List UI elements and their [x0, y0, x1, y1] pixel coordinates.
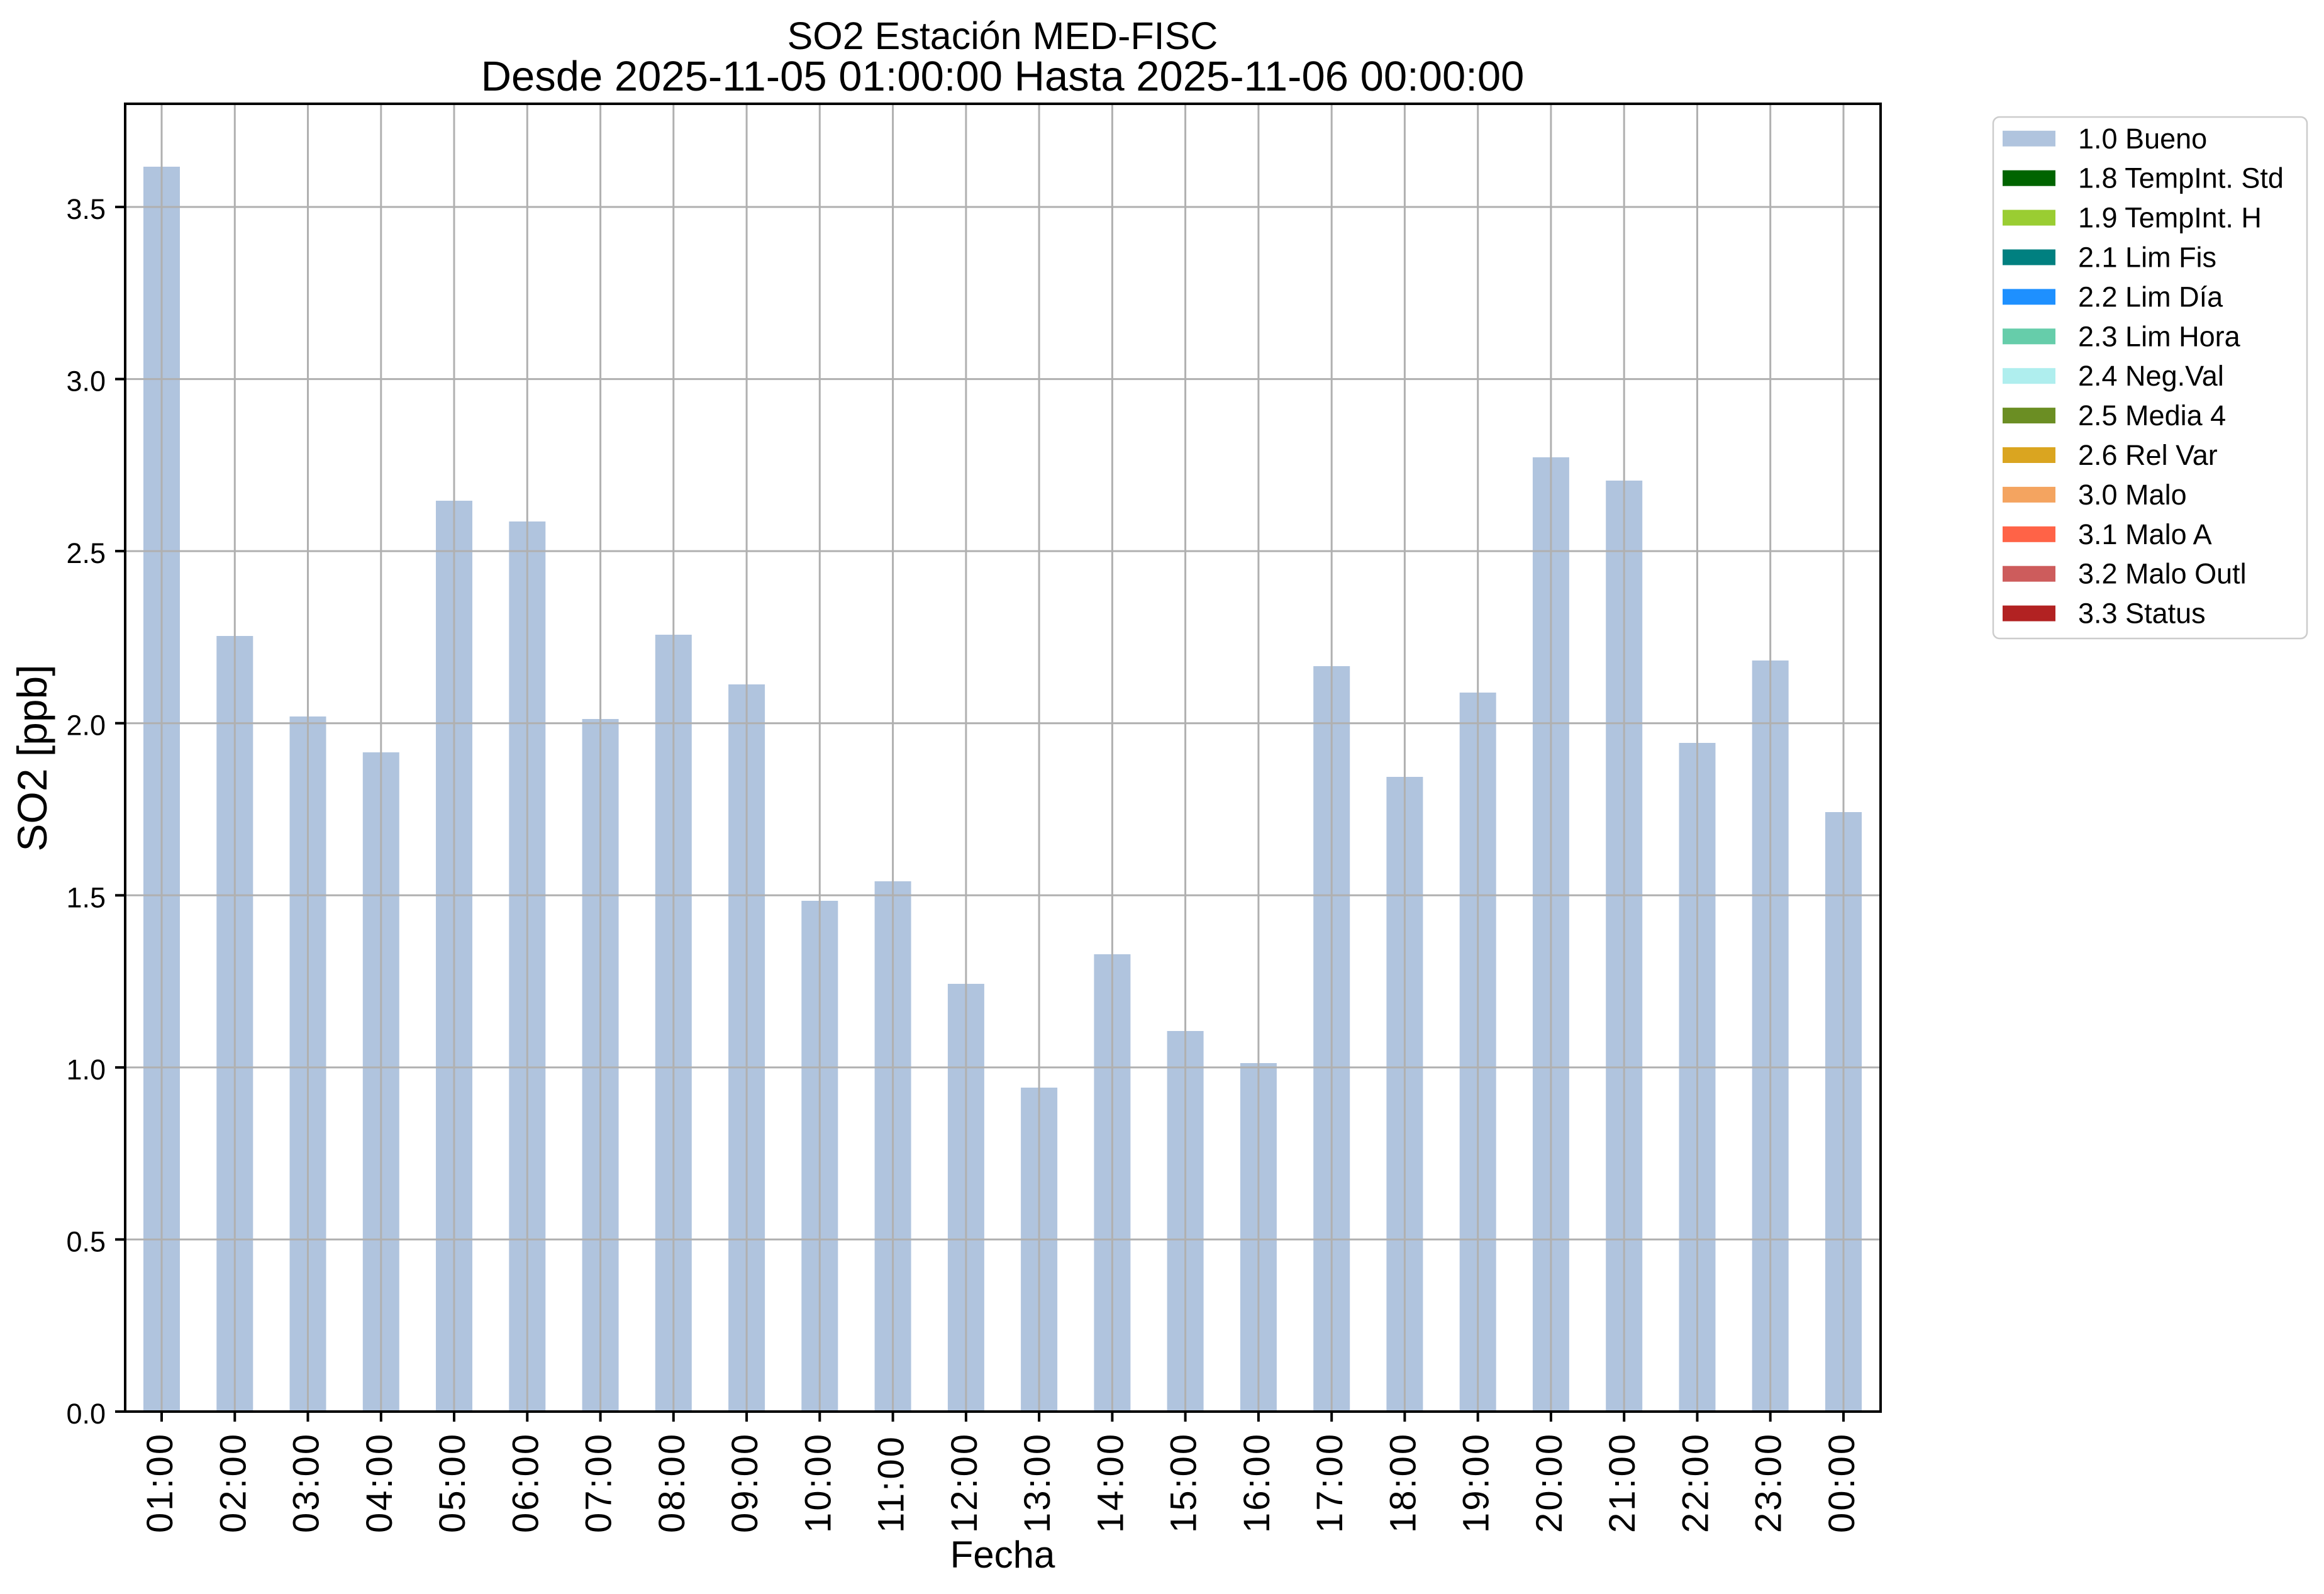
svg-text:1.5: 1.5 — [66, 881, 106, 913]
svg-text:12:00: 12:00 — [944, 1432, 985, 1533]
svg-text:22:00: 22:00 — [1676, 1432, 1716, 1533]
svg-text:2.5: 2.5 — [66, 537, 106, 569]
svg-text:02:00: 02:00 — [213, 1432, 253, 1533]
svg-text:20:00: 20:00 — [1529, 1432, 1570, 1533]
svg-text:3.2 Malo Outl: 3.2 Malo Outl — [2078, 558, 2247, 590]
svg-text:06:00: 06:00 — [505, 1432, 546, 1533]
svg-text:2.1 Lim Fis: 2.1 Lim Fis — [2078, 242, 2216, 274]
svg-text:1.9 TempInt. H: 1.9 TempInt. H — [2078, 202, 2262, 234]
svg-text:21:00: 21:00 — [1602, 1432, 1643, 1533]
svg-text:SO2 [ppb]: SO2 [ppb] — [9, 664, 55, 851]
svg-text:2.3 Lim Hora: 2.3 Lim Hora — [2078, 320, 2241, 352]
svg-text:1.0: 1.0 — [66, 1054, 106, 1086]
svg-text:3.5: 3.5 — [66, 193, 106, 225]
svg-text:2.6 Rel Var: 2.6 Rel Var — [2078, 439, 2218, 471]
svg-text:2.2 Lim Día: 2.2 Lim Día — [2078, 281, 2223, 313]
svg-text:03:00: 03:00 — [286, 1432, 327, 1533]
svg-text:2.0: 2.0 — [66, 710, 106, 742]
svg-text:3.0: 3.0 — [66, 365, 106, 398]
svg-text:11:00: 11:00 — [871, 1435, 912, 1533]
svg-text:16:00: 16:00 — [1237, 1432, 1277, 1533]
svg-text:00:00: 00:00 — [1821, 1432, 1862, 1533]
svg-text:Desde 2025-11-05 01:00:00 Hast: Desde 2025-11-05 01:00:00 Hasta 2025-11-… — [481, 53, 1525, 100]
svg-text:17:00: 17:00 — [1309, 1432, 1350, 1533]
svg-text:2.5 Media 4: 2.5 Media 4 — [2078, 399, 2226, 432]
svg-text:19:00: 19:00 — [1456, 1432, 1497, 1533]
svg-text:0.0: 0.0 — [66, 1398, 106, 1430]
svg-text:05:00: 05:00 — [432, 1432, 473, 1533]
svg-text:Fecha: Fecha — [950, 1534, 1055, 1576]
svg-text:3.0 Malo: 3.0 Malo — [2078, 479, 2187, 511]
svg-text:23:00: 23:00 — [1749, 1432, 1789, 1533]
svg-text:10:00: 10:00 — [798, 1432, 838, 1533]
svg-text:3.1 Malo A: 3.1 Malo A — [2078, 518, 2212, 550]
svg-text:0.5: 0.5 — [66, 1225, 106, 1257]
svg-text:07:00: 07:00 — [579, 1432, 620, 1533]
svg-text:1.8 TempInt. Std: 1.8 TempInt. Std — [2078, 162, 2284, 194]
svg-text:SO2 Estación MED-FISC: SO2 Estación MED-FISC — [787, 14, 1218, 57]
svg-text:13:00: 13:00 — [1017, 1432, 1058, 1533]
svg-text:18:00: 18:00 — [1382, 1432, 1423, 1533]
svg-text:14:00: 14:00 — [1090, 1432, 1131, 1533]
svg-text:15:00: 15:00 — [1164, 1432, 1204, 1533]
svg-text:1.0 Bueno: 1.0 Bueno — [2078, 123, 2207, 155]
svg-text:08:00: 08:00 — [652, 1432, 692, 1533]
svg-text:09:00: 09:00 — [725, 1432, 765, 1533]
svg-text:2.4 Neg.Val: 2.4 Neg.Val — [2078, 360, 2224, 392]
svg-text:3.3 Status: 3.3 Status — [2078, 598, 2206, 630]
svg-text:01:00: 01:00 — [140, 1432, 181, 1533]
svg-text:04:00: 04:00 — [359, 1432, 400, 1533]
